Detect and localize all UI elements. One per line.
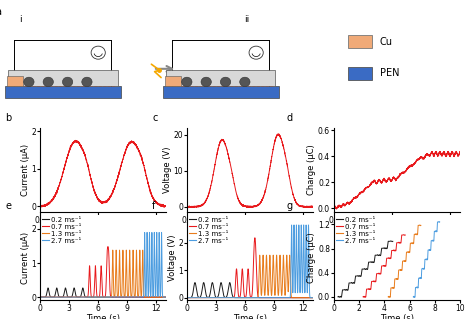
- X-axis label: Time (s): Time (s): [233, 315, 267, 319]
- Text: i: i: [19, 16, 22, 25]
- Circle shape: [91, 46, 105, 59]
- Circle shape: [43, 77, 54, 87]
- Text: a: a: [0, 7, 1, 18]
- Text: b: b: [5, 113, 11, 123]
- Circle shape: [182, 77, 192, 87]
- X-axis label: Time (s): Time (s): [86, 315, 120, 319]
- Y-axis label: Current (μA): Current (μA): [21, 144, 30, 196]
- Y-axis label: Voltage (V): Voltage (V): [163, 147, 172, 193]
- Circle shape: [220, 77, 231, 87]
- Text: g: g: [286, 201, 292, 211]
- Text: Cu: Cu: [380, 37, 393, 47]
- Y-axis label: Charge (μC): Charge (μC): [308, 232, 317, 283]
- Y-axis label: Current (μA): Current (μA): [21, 232, 30, 284]
- Legend: 0.2 ms⁻¹, 0.7 ms⁻¹, 1.3 ms⁻¹, 2.7 ms⁻¹: 0.2 ms⁻¹, 0.7 ms⁻¹, 1.3 ms⁻¹, 2.7 ms⁻¹: [42, 217, 81, 244]
- X-axis label: Time (s): Time (s): [86, 227, 120, 236]
- Circle shape: [249, 46, 263, 59]
- X-axis label: Time (s): Time (s): [380, 315, 414, 319]
- Text: d: d: [286, 113, 292, 123]
- Y-axis label: Charge (μC): Charge (μC): [308, 145, 317, 195]
- Legend: 0.2 ms⁻¹, 0.7 ms⁻¹, 1.3 ms⁻¹, 2.7 ms⁻¹: 0.2 ms⁻¹, 0.7 ms⁻¹, 1.3 ms⁻¹, 2.7 ms⁻¹: [336, 217, 375, 244]
- Circle shape: [82, 77, 92, 87]
- X-axis label: Time (s): Time (s): [380, 227, 414, 236]
- Bar: [7, 76, 23, 86]
- Text: c: c: [152, 113, 157, 123]
- Y-axis label: Voltage (V): Voltage (V): [168, 234, 177, 281]
- Text: e: e: [5, 201, 11, 211]
- Bar: [348, 67, 372, 79]
- Circle shape: [63, 77, 73, 87]
- Text: ii: ii: [244, 16, 249, 25]
- Text: PEN: PEN: [380, 68, 400, 78]
- X-axis label: Time (s): Time (s): [233, 227, 267, 236]
- Circle shape: [24, 77, 34, 87]
- Circle shape: [240, 77, 250, 87]
- Bar: [348, 35, 372, 48]
- Circle shape: [201, 77, 211, 87]
- Text: f: f: [152, 201, 155, 211]
- Bar: [163, 86, 279, 99]
- Bar: [5, 86, 121, 99]
- Bar: [8, 70, 118, 86]
- Legend: 0.2 ms⁻¹, 0.7 ms⁻¹, 1.3 ms⁻¹, 2.7 ms⁻¹: 0.2 ms⁻¹, 0.7 ms⁻¹, 1.3 ms⁻¹, 2.7 ms⁻¹: [189, 217, 228, 244]
- Bar: [165, 76, 182, 86]
- Bar: [166, 70, 275, 86]
